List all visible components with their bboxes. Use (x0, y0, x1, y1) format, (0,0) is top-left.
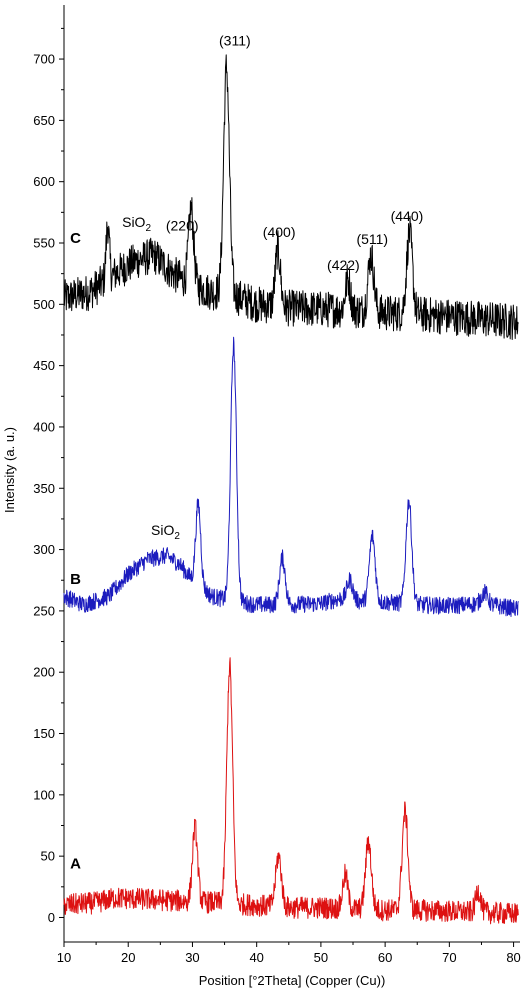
y-tick-label: 0 (48, 910, 55, 925)
series-C-line (63, 54, 519, 340)
x-tick-label: 20 (121, 950, 135, 965)
annotation-text: A (70, 855, 81, 872)
y-tick-label: 250 (33, 603, 55, 618)
x-tick-label: 30 (185, 950, 199, 965)
panel-label-C: C (70, 230, 81, 247)
x-tick-label: 60 (378, 950, 392, 965)
peak-label: (511) (356, 231, 388, 247)
series-B-line (63, 336, 519, 617)
peak-label: SiO2 (151, 522, 180, 542)
panel-label-B: B (70, 571, 81, 588)
y-tick-label: 200 (33, 665, 55, 680)
series-layer (63, 54, 519, 925)
series-A-line (63, 657, 519, 925)
y-tick-label: 450 (33, 358, 55, 373)
y-tick-label: 50 (41, 849, 55, 864)
peak-label: (422) (327, 257, 360, 273)
annotation-text: (311) (219, 33, 251, 49)
y-tick-label: 600 (33, 174, 55, 189)
y-tick-label: 700 (33, 52, 55, 67)
plot-frame (63, 5, 520, 943)
x-tick-label: 70 (442, 950, 456, 965)
annotation-text: (511) (356, 231, 388, 247)
annotation-text: B (70, 571, 81, 588)
x-tick-label: 10 (57, 950, 71, 965)
peak-label: (400) (263, 224, 296, 240)
y-tick-label: 400 (33, 419, 55, 434)
peak-label: SiO2 (122, 214, 151, 234)
y-tick-label: 300 (33, 542, 55, 557)
annotation-text: C (70, 230, 81, 247)
peak-label: (440) (391, 208, 424, 224)
annotation-text: (220) (166, 218, 199, 234)
y-tick-label: 100 (33, 787, 55, 802)
annotation-text: SiO (151, 522, 174, 538)
peak-label: (220) (166, 218, 199, 234)
y-tick-label: 650 (33, 113, 55, 128)
y-tick-label: 350 (33, 481, 55, 496)
annotation-text: SiO (122, 214, 145, 230)
x-tick-label: 40 (249, 950, 263, 965)
peak-label: (311) (219, 33, 251, 49)
annotation-subscript: 2 (145, 223, 151, 234)
y-axis-title: Intensity (a. u.) (2, 427, 17, 513)
annotation-text: (440) (391, 208, 424, 224)
y-tick-label: 550 (33, 236, 55, 251)
annotation-text: (422) (327, 257, 360, 273)
annotation-text: (400) (263, 224, 296, 240)
x-axis-title: Position [°2Theta] (Copper (Cu)) (199, 973, 386, 988)
y-tick-label: 150 (33, 726, 55, 741)
y-tick-label: 500 (33, 297, 55, 312)
y-axis-ticks: 0 50 100 150 200 250 300 350 400 450 500 550 600 650 7… (33, 27, 64, 925)
x-axis-ticks: 10 20 30 40 50 60 70 80 (57, 942, 521, 965)
panel-label-A: A (70, 855, 81, 872)
x-tick-label: 50 (314, 950, 328, 965)
x-tick-label: 80 (506, 950, 520, 965)
annotation-subscript: 2 (174, 531, 180, 542)
